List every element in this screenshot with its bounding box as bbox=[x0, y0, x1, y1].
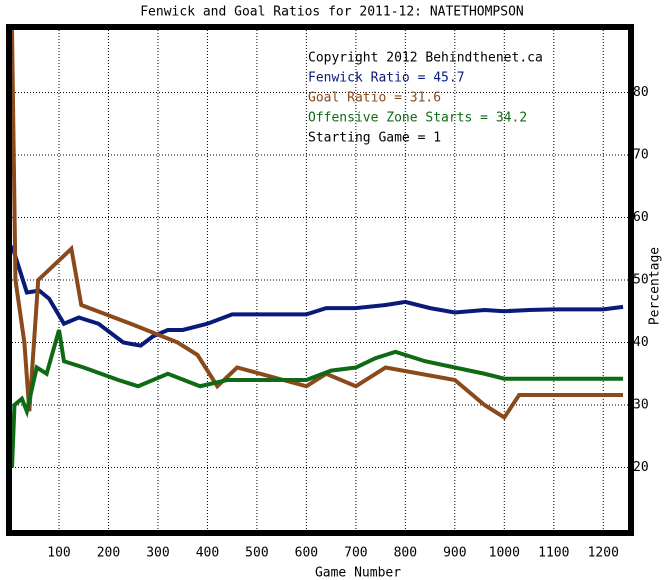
x-tick-label: 900 bbox=[443, 546, 466, 561]
y-tick-label: 60 bbox=[633, 210, 649, 225]
plot-border bbox=[6, 24, 634, 536]
x-tick-label: 800 bbox=[394, 546, 417, 561]
annotation: Copyright 2012 Behindthenet.ca bbox=[308, 51, 543, 66]
x-tick-label: 600 bbox=[295, 546, 318, 561]
x-tick-label: 700 bbox=[344, 546, 367, 561]
y-tick-label: 80 bbox=[633, 85, 649, 100]
series-line bbox=[12, 30, 624, 421]
x-tick-label: 500 bbox=[245, 546, 268, 561]
y-tick-label: 30 bbox=[633, 398, 649, 413]
x-tick-label: 1000 bbox=[489, 546, 520, 561]
legend-entry: Fenwick Ratio = 45.7 bbox=[308, 71, 465, 86]
y-tick-label: 50 bbox=[633, 273, 649, 288]
y-tick-label: 40 bbox=[633, 335, 649, 350]
x-tick-label: 1200 bbox=[588, 546, 619, 561]
x-tick-label: 1100 bbox=[538, 546, 569, 561]
y-tick-label: 70 bbox=[633, 148, 649, 163]
x-tick-label: 400 bbox=[196, 546, 219, 561]
legend-entry: Offensive Zone Starts = 34.2 bbox=[308, 111, 527, 126]
x-tick-label: 100 bbox=[47, 546, 70, 561]
x-axis-label: Game Number bbox=[315, 566, 401, 580]
x-tick-label: 200 bbox=[97, 546, 120, 561]
y-axis-label: Percentage bbox=[648, 247, 663, 325]
x-tick-label: 300 bbox=[146, 546, 169, 561]
chart-title: Fenwick and Goal Ratios for 2011-12: NAT… bbox=[140, 5, 524, 20]
series-line bbox=[12, 245, 624, 348]
legend-entry: Goal Ratio = 31.6 bbox=[308, 91, 441, 106]
y-tick-label: 20 bbox=[633, 460, 649, 475]
series-line bbox=[12, 329, 624, 468]
annotation: Starting Game = 1 bbox=[308, 131, 441, 146]
